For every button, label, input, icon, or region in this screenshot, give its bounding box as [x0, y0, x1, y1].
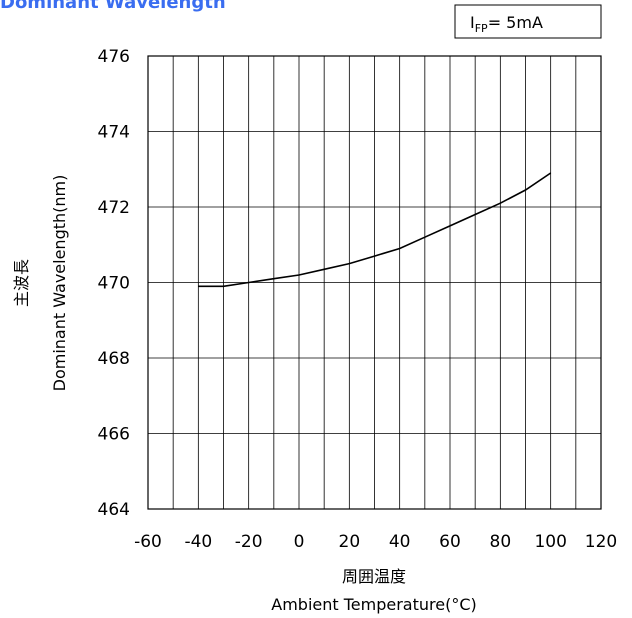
- x-tick-label: -20: [235, 532, 263, 552]
- x-tick-label: -60: [134, 532, 162, 552]
- y-tick-label: 474: [98, 123, 130, 143]
- x-tick-label: 100: [534, 532, 566, 552]
- x-axis-label: Ambient Temperature(°C): [271, 595, 476, 614]
- x-tick-label: 60: [439, 532, 461, 552]
- condition-symbol: I: [470, 13, 475, 32]
- y-tick-label: 470: [98, 274, 130, 294]
- y-tick-label: 468: [98, 349, 130, 369]
- y-tick-labels: 464 466 468 470 472 474 476: [98, 47, 130, 520]
- x-tick-label: 0: [294, 532, 305, 552]
- x-tick-label: 40: [389, 532, 411, 552]
- plot-frame: [147, 55, 602, 510]
- x-tick-label: 20: [339, 532, 361, 552]
- y-tick-label: 464: [98, 500, 130, 520]
- x-tick-label: 120: [585, 532, 617, 552]
- y-tick-label: 472: [98, 198, 130, 218]
- chart-title: Dominant Wavelength: [0, 0, 226, 13]
- x-tick-labels: -60 -40 -20 0 20 40 60 80 100 120: [134, 532, 617, 552]
- svg-text:IFP= 5mA: IFP= 5mA: [470, 13, 543, 35]
- series-line: [198, 172, 552, 288]
- condition-value: = 5mA: [488, 13, 543, 32]
- condition-box: IFP= 5mA: [454, 4, 602, 39]
- x-axis-label-jp: 周囲温度: [342, 567, 406, 586]
- y-tick-label: 466: [98, 425, 130, 445]
- grid-lines: [148, 56, 601, 509]
- condition-subscript: FP: [475, 22, 488, 35]
- y-tick-label: 476: [98, 47, 130, 67]
- x-tick-label: -40: [184, 532, 212, 552]
- y-axis-label: Dominant Wavelength(nm): [50, 175, 69, 392]
- y-axis-label-jp: 主波長: [12, 259, 31, 307]
- x-tick-label: 80: [490, 532, 512, 552]
